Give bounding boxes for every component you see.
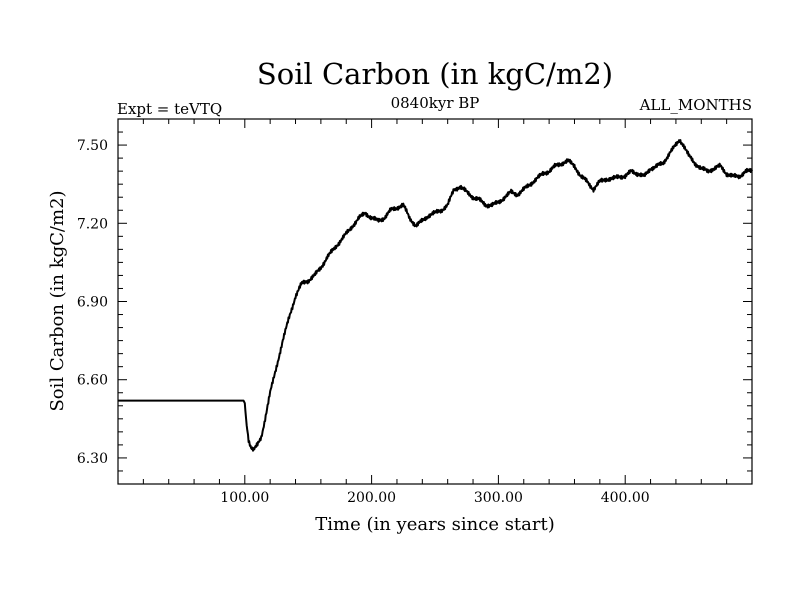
x-tick-label: 400.00 [601, 490, 650, 506]
y-tick-label: 7.20 [77, 216, 108, 232]
x-tick-label: 300.00 [474, 490, 523, 506]
y-tick-label: 7.50 [77, 138, 108, 154]
y-tick-label: 6.30 [77, 451, 108, 467]
x-tick-label: 100.00 [220, 490, 269, 506]
x-tick-label: 200.00 [347, 490, 396, 506]
y-axis-title: Soil Carbon (in kgC/m2) [47, 190, 68, 411]
period-label: 0840kyr BP [391, 94, 480, 112]
x-axis-title: Time (in years since start) [315, 514, 555, 535]
series-line [117, 139, 753, 452]
months-label: ALL_MONTHS [639, 96, 752, 114]
axis-ticks: 100.00 200.00 300.00 400.00 6.30 6.60 6.90 7.20… [77, 119, 752, 506]
y-tick-label: 6.60 [77, 373, 108, 389]
plot-frame [117, 118, 753, 485]
series-layer [117, 139, 753, 452]
chart-title: Soil Carbon (in kgC/m2) [257, 57, 613, 91]
y-tick-label: 6.90 [77, 295, 108, 311]
experiment-label: Expt = teVTQ [117, 100, 222, 118]
